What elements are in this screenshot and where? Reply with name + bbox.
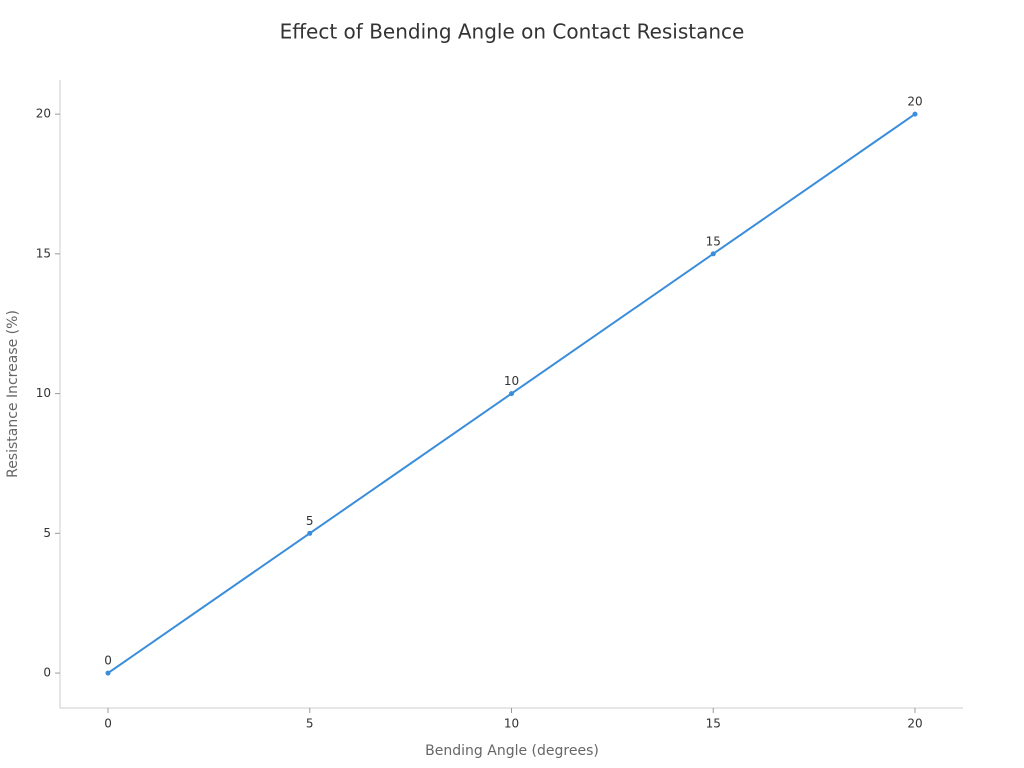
x-tick-label: 10 — [504, 717, 519, 731]
chart-title: Effect of Bending Angle on Contact Resis… — [280, 20, 745, 44]
x-tick-label: 5 — [306, 717, 314, 731]
point — [710, 251, 716, 257]
data-label: 20 — [907, 95, 922, 109]
point — [912, 111, 918, 117]
y-tick-label: 20 — [36, 107, 51, 121]
x-tick-label: 15 — [706, 717, 721, 731]
y-tick-label: 5 — [43, 526, 51, 540]
data-label: 15 — [706, 234, 721, 248]
point — [105, 670, 111, 676]
x-tick-label: 20 — [907, 717, 922, 731]
y-tick-label: 10 — [36, 386, 51, 400]
point — [509, 391, 514, 397]
y-tick-label: 15 — [36, 246, 51, 260]
x-tick-label: 0 — [104, 717, 112, 731]
data-label: 5 — [306, 514, 314, 528]
x-axis-label: Bending Angle (degrees) — [425, 743, 599, 759]
data-label: 10 — [504, 374, 519, 388]
y-tick-label: 0 — [43, 666, 51, 680]
y-axis-label: Resistance Increase (%) — [5, 310, 21, 478]
data-label: 0 — [104, 654, 112, 668]
point — [307, 530, 313, 536]
